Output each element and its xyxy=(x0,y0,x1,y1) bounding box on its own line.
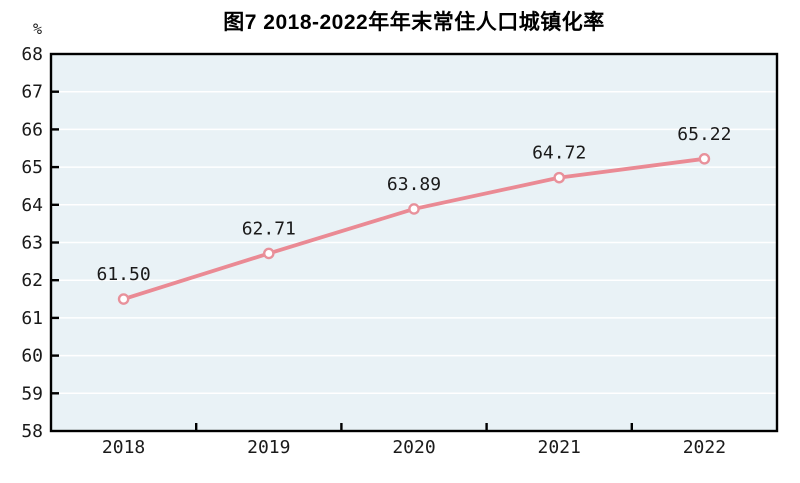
x-axis-tick-label: 2022 xyxy=(683,437,726,458)
data-point-marker xyxy=(698,153,711,165)
data-point-marker xyxy=(117,293,130,305)
y-axis-tick-label: 58 xyxy=(21,421,43,442)
y-axis-tick-label: 66 xyxy=(21,119,43,140)
data-point-label: 62.71 xyxy=(242,218,296,239)
y-axis-tick-label: 63 xyxy=(21,233,43,254)
data-point-label: 64.72 xyxy=(532,143,586,164)
y-axis-tick-label: 62 xyxy=(21,270,43,291)
chart-title: 图7 2018-2022年年末常住人口城镇化率 xyxy=(223,11,605,34)
data-point-label: 65.22 xyxy=(677,124,731,145)
y-axis-tick-label: 59 xyxy=(21,383,43,404)
y-axis-tick-label: 68 xyxy=(21,44,43,65)
data-point-label: 61.50 xyxy=(97,264,151,285)
data-point-marker xyxy=(262,247,275,260)
x-axis-tick-label: 2021 xyxy=(538,437,581,458)
data-point-marker xyxy=(408,203,420,215)
y-axis-tick-label: 60 xyxy=(21,346,43,367)
data-point-label: 63.89 xyxy=(387,174,441,195)
data-point-marker xyxy=(553,171,566,184)
y-axis-unit-label: % xyxy=(32,20,42,38)
x-axis-tick-label: 2019 xyxy=(247,437,290,458)
x-axis-tick-label: 2020 xyxy=(392,437,435,458)
y-axis-tick-label: 65 xyxy=(21,157,43,178)
y-axis-tick-label: 67 xyxy=(21,82,43,103)
y-axis-tick-label: 64 xyxy=(21,195,43,216)
x-axis-tick-label: 2018 xyxy=(102,437,145,458)
y-axis-tick-label: 61 xyxy=(21,308,43,329)
